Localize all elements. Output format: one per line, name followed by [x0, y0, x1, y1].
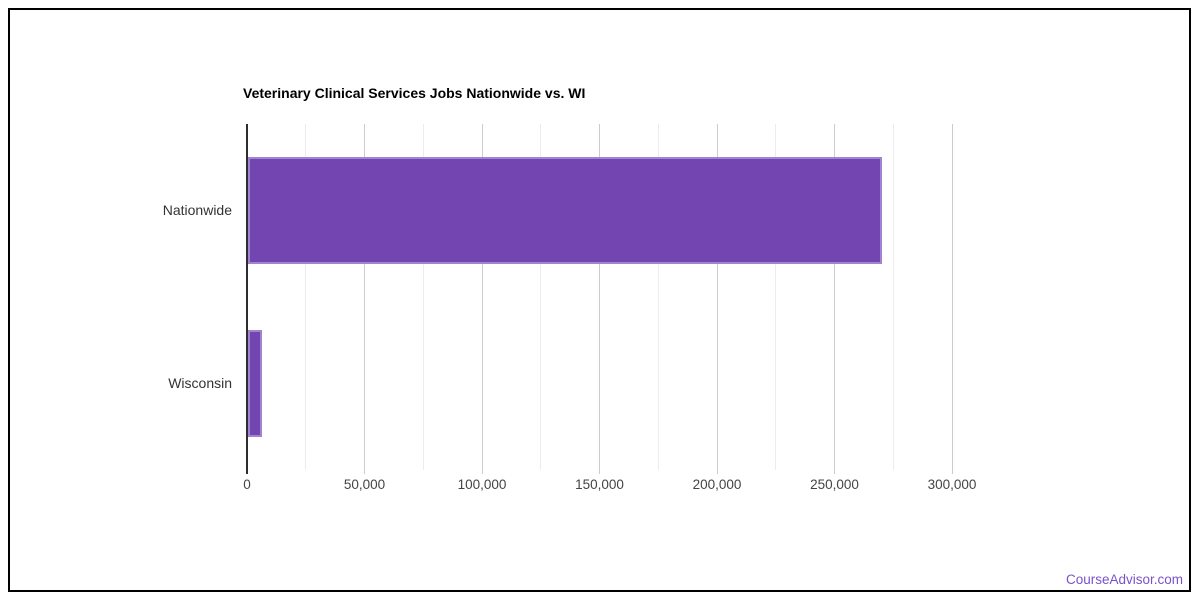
- courseadvisor-link[interactable]: CourseAdvisor.com: [1065, 572, 1183, 587]
- chart-title: Veterinary Clinical Services Jobs Nation…: [243, 85, 586, 101]
- bar-wisconsin: [248, 330, 263, 437]
- chart-frame-border: [8, 8, 1191, 592]
- bar-nationwide: [248, 157, 882, 264]
- x-axis-tick-label: 250,000: [810, 477, 859, 492]
- x-axis-tick-label: 0: [243, 477, 251, 492]
- x-axis-tick-label: 150,000: [575, 477, 624, 492]
- category-label-wisconsin: Wisconsin: [168, 374, 232, 391]
- category-label-nationwide: Nationwide: [162, 201, 232, 218]
- x-axis-tick-label: 300,000: [927, 477, 977, 492]
- x-axis-tick-label: 50,000: [343, 477, 386, 492]
- x-axis-tick-label: 200,000: [692, 477, 742, 492]
- x-axis-tick-label: 100,000: [457, 477, 507, 492]
